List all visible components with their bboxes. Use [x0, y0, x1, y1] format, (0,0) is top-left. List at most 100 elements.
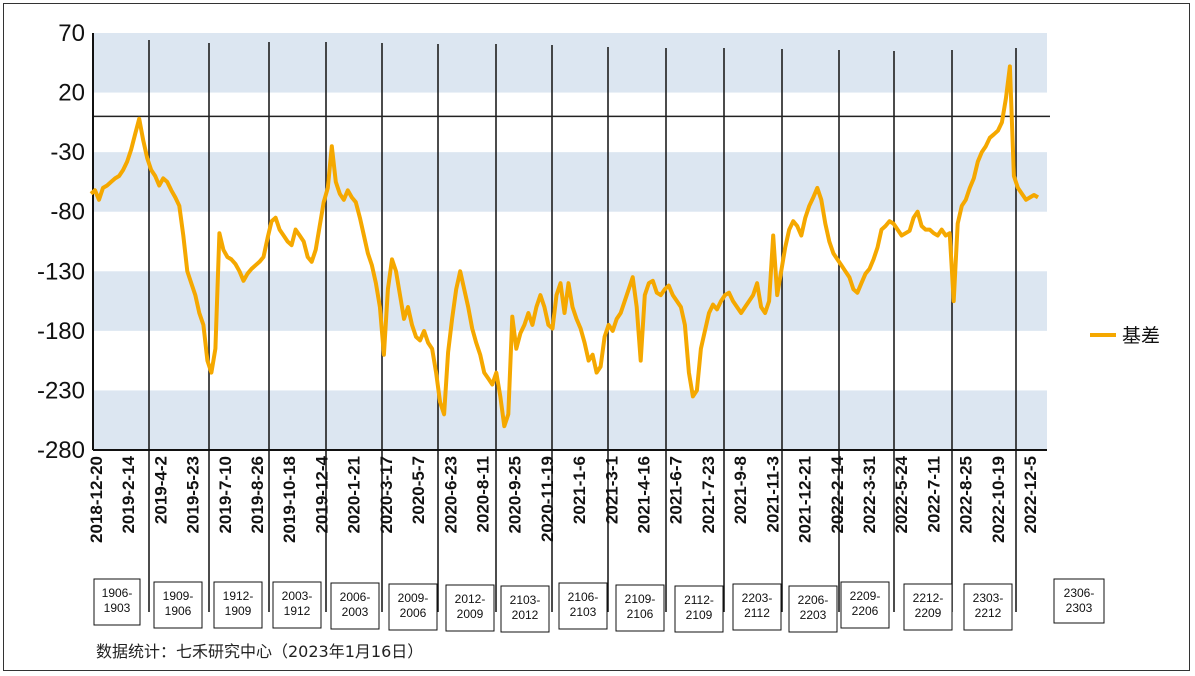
axes [92, 33, 1047, 451]
x-tick-label: 2022-8-25 [957, 456, 976, 534]
contract-box: 2212-2209 [903, 583, 953, 631]
contract-box-label: 2003 [342, 605, 369, 619]
x-tick-label: 2019-5-23 [184, 456, 203, 534]
x-tick-label: 2021-1-6 [570, 456, 589, 524]
x-tick-label: 2020-3-17 [377, 456, 396, 534]
x-tick-label: 2019-12-4 [312, 455, 331, 533]
contract-box-label: 2303 [1066, 601, 1093, 615]
contract-box-label: 2209- [850, 589, 881, 603]
contract-box-label: 2212- [913, 591, 944, 605]
y-tick-label: -130 [37, 258, 85, 285]
contract-boxes: 1906-19031909-19061912-19092003-19122006… [93, 578, 1105, 633]
contract-box-label: 2006- [340, 590, 371, 604]
x-tick-label: 2020-6-23 [441, 456, 460, 534]
contract-box: 2006-2003 [330, 582, 380, 630]
contract-box-label: 2012- [455, 592, 486, 606]
x-tick-label: 2019-4-2 [151, 456, 170, 524]
chart-frame: 70 20 -30 -80 -130 -180 -230 -280 2018-12-20 201… [3, 3, 1190, 671]
y-tick-label: -280 [37, 437, 85, 464]
x-tick-label: 2021-7-23 [699, 456, 718, 534]
contract-box-label: 2112- [684, 593, 714, 607]
contract-box: 2303-2212 [963, 583, 1013, 631]
contract-box: 1909-1906 [153, 581, 203, 629]
contract-box-label: 2212 [975, 606, 1002, 620]
contract-box-label: 1909 [225, 604, 252, 618]
legend-label: 基差 [1122, 325, 1160, 347]
contract-box-label: 2109- [625, 592, 656, 606]
contract-box-label: 2203 [800, 608, 827, 622]
contract-box: 2103-2012 [500, 585, 550, 633]
contract-box-label: 2006 [400, 606, 427, 620]
background-band [93, 33, 1047, 93]
y-tick-label: 70 [58, 20, 85, 47]
contract-box-label: 2009- [398, 591, 429, 605]
contract-box: 1906-1903 [93, 578, 141, 626]
contract-box: 2106-2103 [558, 582, 608, 630]
x-tick-label: 2021-6-7 [667, 456, 686, 524]
contract-box: 2009-2006 [388, 583, 438, 631]
contract-box-label: 1906- [102, 586, 133, 600]
contract-box-label: 1912- [223, 589, 254, 603]
contract-box-label: 2106- [568, 590, 599, 604]
contract-box-label: 2003- [282, 589, 313, 603]
contract-box: 2112-2109 [674, 585, 724, 633]
contract-box: 2203-2112 [732, 583, 782, 631]
x-tick-label: 2020-5-7 [409, 456, 428, 524]
background-band [93, 390, 1047, 450]
x-tick-label: 2020-11-19 [538, 456, 557, 542]
x-tick-labels: 2018-12-20 2019-2-14 2019-4-2 2019-5-23 2019… [87, 455, 1040, 543]
contract-box: 2306-2303 [1053, 578, 1105, 624]
x-tick-label: 2021-3-1 [602, 456, 621, 524]
y-tick-label: -230 [37, 377, 85, 404]
contract-box-label: 2012 [512, 608, 539, 622]
contract-box-label: 2306- [1064, 586, 1095, 600]
contract-box-label: 2103 [570, 605, 597, 619]
x-tick-label: 2020-9-25 [506, 456, 525, 534]
source-note: 数据统计：七禾研究中心（2023年1月16日） [96, 642, 424, 661]
contract-box: 2003-1912 [272, 581, 322, 629]
contract-box-label: 1909- [163, 589, 194, 603]
contract-box: 1912-1909 [213, 581, 263, 629]
x-tick-label: 2021-4-16 [635, 456, 654, 534]
background-bands [93, 33, 1047, 450]
x-tick-label: 2019-10-18 [280, 456, 299, 543]
y-tick-label: -80 [50, 199, 85, 226]
contract-box-label: 2209 [915, 606, 942, 620]
x-tick-label: 2019-8-26 [248, 456, 267, 534]
x-tick-label: 2022-3-31 [860, 456, 879, 534]
background-band [93, 152, 1047, 212]
contract-box: 2209-2206 [840, 581, 890, 629]
x-tick-label: 2022-10-19 [989, 456, 1008, 543]
contract-box-label: 2009 [457, 607, 484, 621]
y-tick-label: -180 [37, 318, 85, 345]
y-tick-label: 20 [58, 80, 85, 107]
contract-box-label: 2106 [627, 607, 654, 621]
x-tick-label: 2020-1-21 [345, 456, 364, 534]
legend: 基差 [1090, 325, 1160, 347]
x-tick-label: 2022-5-24 [892, 455, 911, 533]
contract-box-label: 2109 [686, 608, 713, 622]
y-tick-label: -30 [50, 139, 85, 166]
series-line-basis [89, 64, 1040, 429]
contract-box-label: 2203- [742, 591, 773, 605]
contract-switch-lines [148, 40, 1017, 612]
contract-box: 2109-2106 [615, 584, 665, 632]
x-tick-label: 2019-2-14 [119, 455, 138, 533]
y-tick-labels: 70 20 -30 -80 -130 -180 -230 -280 [37, 20, 85, 464]
x-tick-label: 2020-8-11 [473, 456, 492, 533]
x-tick-label: 2022-12-5 [1021, 456, 1040, 534]
contract-box-label: 1903 [104, 601, 131, 615]
x-tick-label: 2021-11-3 [763, 456, 782, 533]
contract-box-label: 2303- [973, 591, 1004, 605]
x-tick-label: 2021-12-21 [796, 456, 815, 543]
x-tick-label: 2018-12-20 [87, 456, 106, 543]
x-tick-label: 2022-2-14 [828, 455, 847, 533]
contract-box: 2206-2203 [788, 585, 838, 633]
contract-box-label: 1906 [165, 604, 192, 618]
contract-box-label: 2112 [744, 606, 770, 620]
x-tick-label: 2019-7-10 [216, 456, 235, 534]
x-tick-label: 2021-9-8 [731, 456, 750, 524]
contract-box-label: 1912 [284, 604, 311, 618]
contract-box-label: 2103- [510, 593, 541, 607]
